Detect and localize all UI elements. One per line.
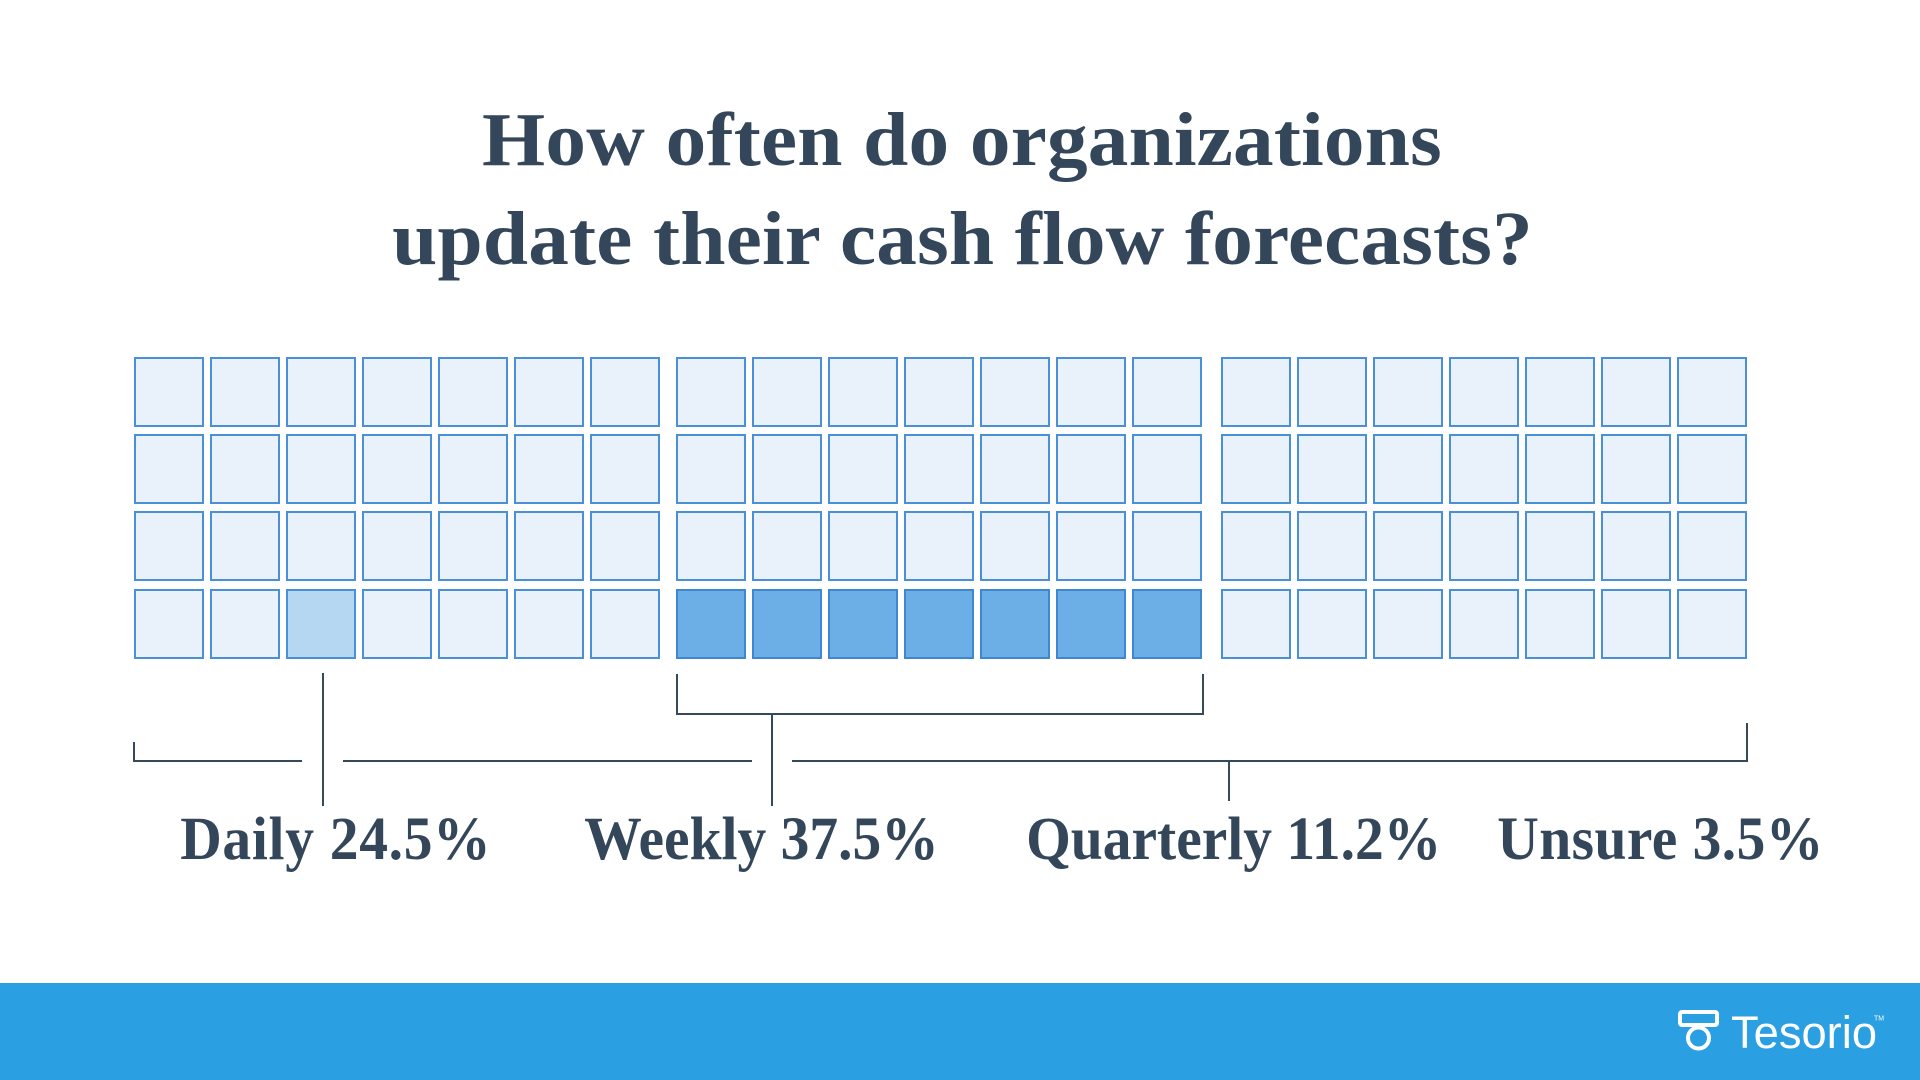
svg-text:Tesorio: Tesorio: [1731, 1007, 1877, 1058]
svg-text:TM: TM: [1874, 1016, 1884, 1023]
